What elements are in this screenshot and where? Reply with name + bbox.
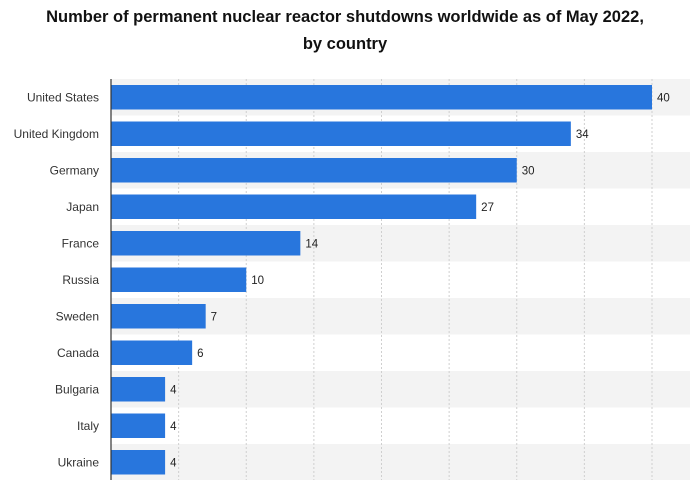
value-labels: 40 34 30 27 14 10 7 6 4 4 4 — [170, 92, 670, 469]
bar-bulgaria[interactable] — [111, 377, 166, 402]
bar-japan[interactable] — [111, 194, 477, 220]
category-label: Japan — [66, 200, 99, 214]
bar-russia[interactable] — [111, 267, 247, 293]
category-label: Germany — [50, 163, 99, 177]
category-label: United Kingdom — [14, 127, 99, 141]
row-band — [111, 298, 690, 335]
category-label: Russia — [62, 273, 99, 287]
category-label: Bulgaria — [55, 382, 99, 396]
value-label: 30 — [522, 165, 535, 177]
bar-united-kingdom[interactable] — [111, 121, 571, 147]
bars — [111, 85, 652, 475]
chart-title: Number of permanent nuclear reactor shut… — [46, 8, 644, 53]
value-label: 7 — [211, 311, 217, 323]
category-label: Canada — [57, 346, 99, 360]
value-label: 10 — [251, 275, 264, 287]
value-label: 4 — [170, 457, 177, 469]
bar-germany[interactable] — [111, 158, 517, 183]
category-label: Italy — [77, 419, 99, 433]
bar-france[interactable] — [111, 231, 301, 256]
value-label: 4 — [170, 384, 177, 396]
bar-ukraine[interactable] — [111, 450, 166, 475]
value-label: 14 — [305, 238, 318, 250]
bar-united-states[interactable] — [111, 85, 652, 110]
category-label: United States — [27, 90, 99, 104]
row-band — [111, 371, 690, 408]
category-labels: United States United Kingdom Germany Japan F… — [14, 90, 100, 469]
category-label: Ukraine — [58, 455, 100, 469]
bar-canada[interactable] — [111, 340, 193, 366]
value-label: 34 — [576, 129, 589, 141]
value-label: 40 — [657, 92, 670, 104]
value-label: 4 — [170, 421, 177, 433]
category-label: France — [62, 236, 100, 250]
row-band — [111, 444, 690, 480]
value-label: 27 — [481, 202, 494, 214]
value-label: 6 — [197, 348, 203, 360]
bar-italy[interactable] — [111, 413, 166, 439]
bar-sweden[interactable] — [111, 304, 206, 329]
category-label: Sweden — [56, 309, 99, 323]
